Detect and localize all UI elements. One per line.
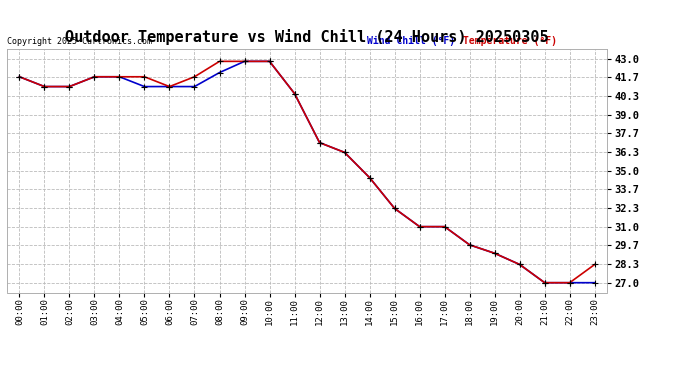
Text: Temperature (°F): Temperature (°F) xyxy=(463,36,557,46)
Title: Outdoor Temperature vs Wind Chill (24 Hours) 20250305: Outdoor Temperature vs Wind Chill (24 Ho… xyxy=(66,29,549,45)
Text: Copyright 2025 Curtronics.com: Copyright 2025 Curtronics.com xyxy=(7,38,152,46)
Text: Wind Chill (°F): Wind Chill (°F) xyxy=(367,36,455,46)
